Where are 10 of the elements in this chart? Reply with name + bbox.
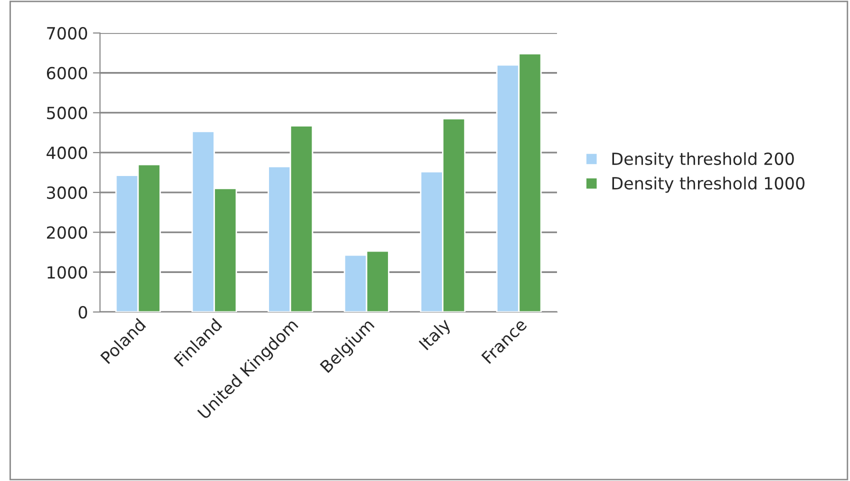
y-tick-label: 3000 — [47, 186, 88, 199]
legend-label: Density threshold 200 — [612, 152, 794, 168]
y-tick-label: 7000 — [47, 26, 88, 40]
y-tick-label: 2000 — [47, 226, 88, 239]
y-tick-label: 4000 — [46, 146, 88, 160]
y-tick-label: 6000 — [46, 66, 88, 80]
y-tick-label: 5000 — [47, 106, 88, 120]
y-tick-label: 1000 — [48, 266, 88, 279]
legend-label: Density threshold 1000 — [612, 176, 804, 193]
y-tick-label: 0 — [78, 306, 88, 319]
